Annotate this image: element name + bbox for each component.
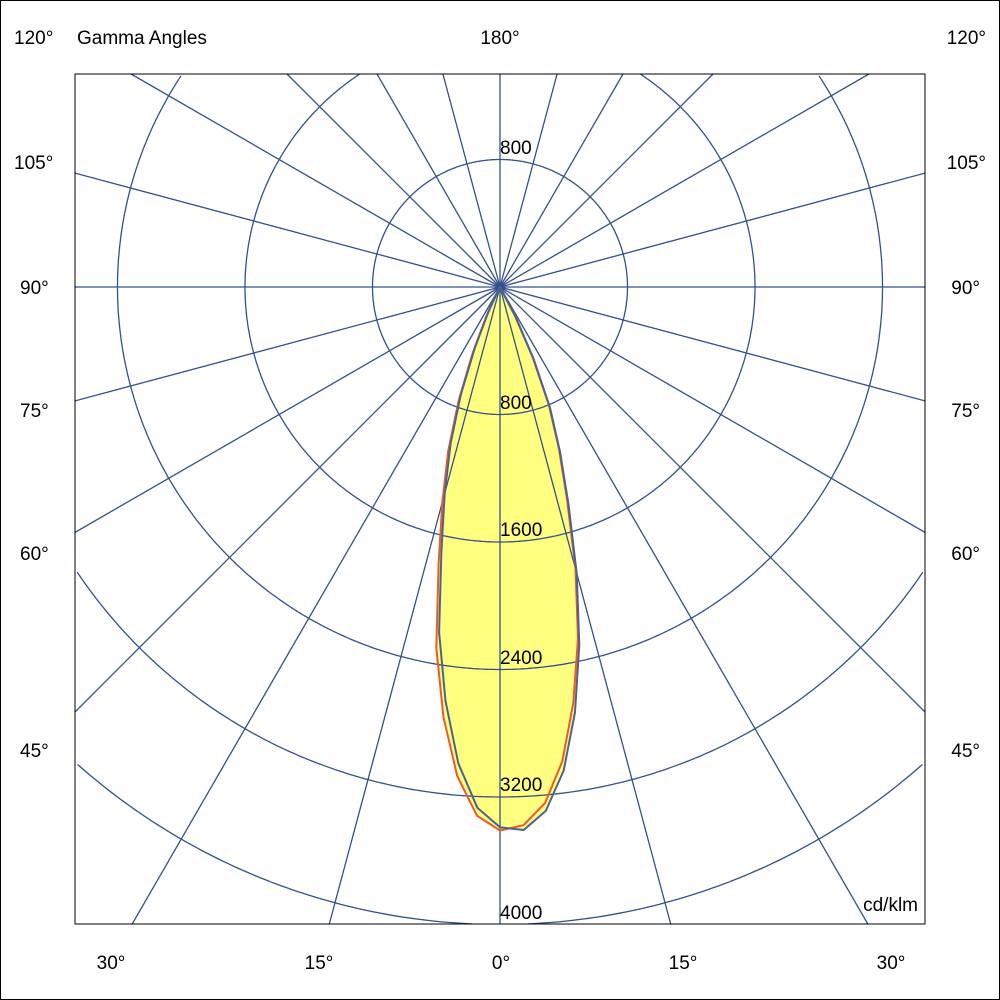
grid-radial-line [499,286,925,402]
bottom-angle-label: 15° [669,953,698,974]
grid-radial-line [499,286,869,924]
radial-tick-label: 3200 [500,775,542,796]
left-angle-label: 75° [20,401,49,422]
left-angle-label: 120° [14,28,53,49]
bottom-angle-label: 30° [97,953,126,974]
right-angle-label: 120° [947,28,986,49]
plot-frame [74,73,926,925]
grid-radial-line [499,74,558,288]
grid-radial-line [75,286,501,713]
grid-circle [244,74,756,543]
bottom-angle-label: 0° [492,953,510,974]
left-angle-label: 45° [20,741,49,762]
right-angle-label: 45° [951,741,980,762]
radial-tick-label: 1600 [500,520,542,541]
radial-tick-label: 2400 [500,648,542,669]
grid-radial-line [499,286,672,924]
unit-label: cd/klm [863,895,918,916]
bottom-angle-label: 15° [305,953,334,974]
grid-radial-line [286,74,501,288]
grid-radial-line [130,74,501,288]
grid-radial-line [131,286,501,924]
grid-circle [116,75,884,671]
left-angle-label: 60° [20,544,49,565]
grid-radial-line [499,74,870,288]
grid-circle [76,571,924,798]
radial-tick-label: 800 [500,138,532,159]
right-angle-label: 75° [951,401,980,422]
top-angle-label: 180° [480,28,519,49]
radial-tick-label: 800 [500,393,532,414]
grid-radial-line [499,286,925,713]
intensity-curve-2 [438,286,581,831]
grid-radial-line [75,286,501,402]
grid-radial-line [442,74,501,288]
grid-radial-line [499,74,624,288]
grid-radial-line [75,172,501,288]
chart-title: Gamma Angles [77,28,207,49]
grid-radial-line [499,74,714,288]
left-angle-label: 105° [14,153,53,174]
grid-radial-line [376,74,501,288]
grid-radial-line [328,286,501,924]
bottom-angle-label: 30° [877,953,906,974]
radial-tick-label: 4000 [500,903,542,924]
right-angle-label: 90° [951,278,980,299]
grid-radial-line [499,172,925,288]
grid-radial-line [75,286,501,533]
intensity-fill [439,287,580,830]
right-angle-label: 60° [951,544,980,565]
right-angle-label: 105° [947,153,986,174]
grid-circle [77,764,923,924]
left-angle-label: 90° [20,278,49,299]
grid-radial-line [499,286,925,533]
